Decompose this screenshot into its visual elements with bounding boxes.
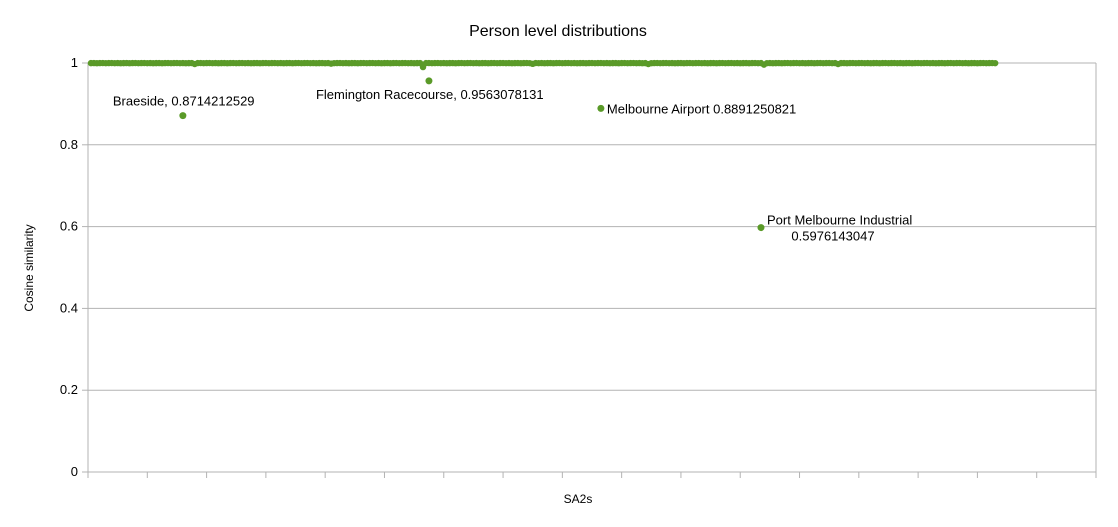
outlier-label: Flemington Racecourse, 0.9563078131 [316,87,544,102]
outlier-point [425,77,433,85]
outlier-label-name: Port Melbourne Industrial [767,213,912,228]
outlier-point [597,104,605,112]
chart-title: Person level distributions [469,23,647,40]
x-axis-title: SA2s [564,492,593,506]
outlier-label: Braeside, 0.8714212529 [113,94,255,109]
y-tick-label: 0.6 [60,219,78,234]
y-tick-label: 0 [71,464,78,479]
y-tick-label: 0.2 [60,382,78,397]
y-tick-label: 1 [71,55,78,70]
axes [82,62,1097,478]
y-tick-labels: 0 0.2 0.4 0.6 0.8 1 [60,55,78,479]
gridlines [88,62,1096,473]
y-axis-title: Cosine similarity [22,224,36,311]
y-tick-label: 0.4 [60,300,78,315]
data-points [87,59,999,232]
outlier-point [757,224,765,232]
outlier-point [179,112,187,120]
y-tick-label: 0.8 [60,137,78,152]
outlier-label: Melbourne Airport 0.8891250821 [607,101,796,116]
outlier-annotations: Braeside, 0.8714212529 Flemington Racecou… [113,87,912,244]
data-point [992,59,999,67]
outlier-label-value: 0.5976143047 [791,229,874,244]
